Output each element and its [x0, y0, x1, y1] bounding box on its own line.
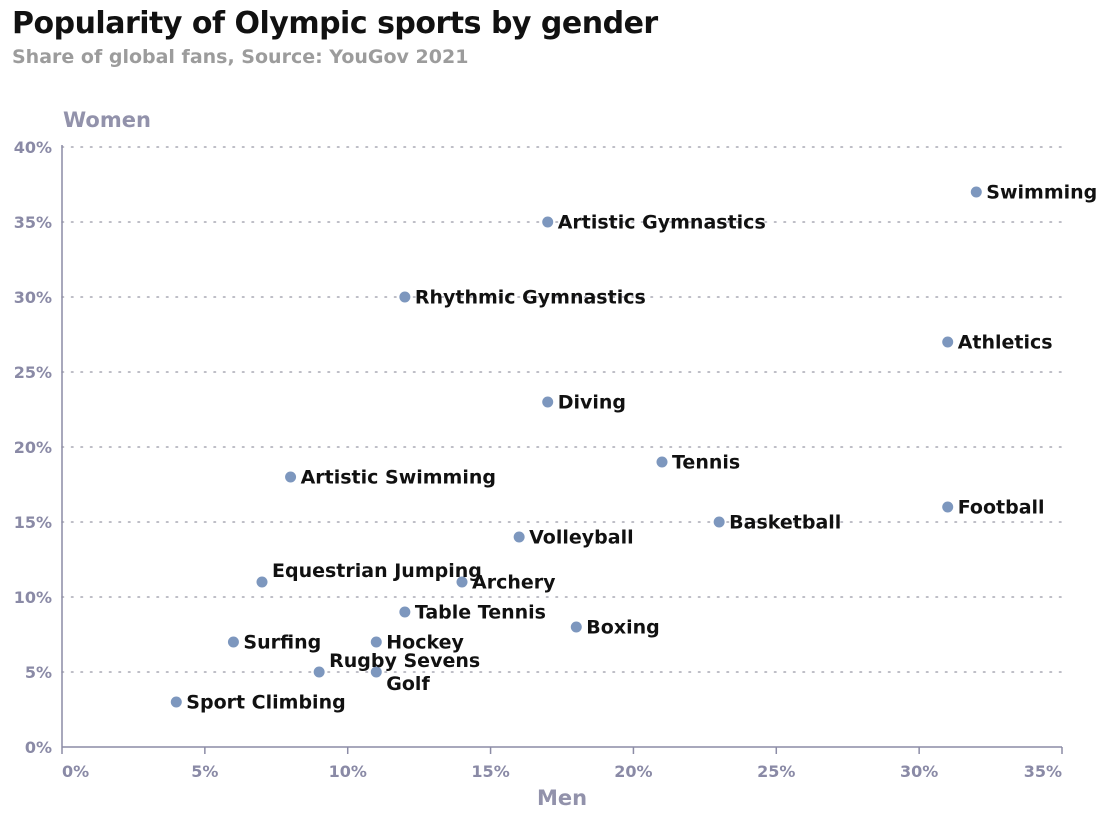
y-tick-label: 15% — [14, 513, 52, 532]
data-label: Athletics — [958, 332, 1053, 354]
data-label: Boxing — [586, 617, 659, 639]
data-point — [313, 666, 325, 678]
data-label: Equestrian Jumping — [272, 560, 482, 582]
data-point — [227, 636, 239, 648]
data-point — [970, 186, 982, 198]
axes: 0% 5% 10% 15% 20% 25% 30% 35% 40% 0% 5% 10% 15% 20% 25… — [14, 108, 1063, 810]
data-point — [942, 336, 954, 348]
data-point — [513, 531, 525, 543]
data-point — [456, 576, 468, 588]
data-point — [256, 576, 268, 588]
data-point — [399, 291, 411, 303]
y-tick-label: 35% — [14, 213, 52, 232]
data-point — [942, 501, 954, 513]
data-label: Hockey — [386, 632, 464, 654]
point-labels: Swimming Artistic Gymnastics Rhythmic Gymn… — [186, 182, 1097, 714]
y-tick-label: 5% — [25, 663, 52, 682]
data-label: Football — [958, 497, 1045, 519]
data-point — [542, 396, 554, 408]
x-tick-label: 30% — [900, 762, 938, 781]
x-tick-label: 25% — [757, 762, 795, 781]
y-tick-label: 40% — [14, 138, 52, 157]
data-point — [570, 621, 582, 633]
y-tick-label: 25% — [14, 363, 52, 382]
data-point — [285, 471, 297, 483]
data-label: Volleyball — [529, 527, 633, 549]
data-label: Swimming — [986, 182, 1097, 204]
x-tick-label: 5% — [191, 762, 218, 781]
data-point — [370, 636, 382, 648]
data-label: Diving — [558, 392, 626, 414]
data-label: Table Tennis — [415, 602, 546, 624]
data-point — [370, 666, 382, 678]
data-label: Golf — [386, 673, 430, 695]
data-points — [170, 186, 982, 708]
chart-subtitle: Share of global fans, Source: YouGov 202… — [12, 46, 469, 68]
data-label: Surfing — [243, 632, 321, 654]
data-label: Sport Climbing — [186, 692, 345, 714]
y-tick-label: 30% — [14, 288, 52, 307]
data-label: Rugby Sevens — [329, 650, 480, 672]
data-point — [399, 606, 411, 618]
data-point — [713, 516, 725, 528]
x-tick-label: 15% — [471, 762, 509, 781]
data-label: Artistic Swimming — [301, 467, 496, 489]
y-tick-label: 0% — [25, 738, 52, 757]
data-label: Tennis — [672, 452, 740, 474]
y-tick-label: 20% — [14, 438, 52, 457]
data-label: Basketball — [729, 512, 841, 534]
data-point — [542, 216, 554, 228]
x-axis-title: Men — [537, 786, 587, 810]
chart-title: Popularity of Olympic sports by gender — [12, 6, 658, 41]
x-tick-label: 10% — [329, 762, 367, 781]
x-tick-label: 20% — [614, 762, 652, 781]
y-axis-title: Women — [63, 108, 151, 132]
data-point — [170, 696, 182, 708]
data-label: Artistic Gymnastics — [558, 212, 766, 234]
y-tick-label: 10% — [14, 588, 52, 607]
data-label: Rhythmic Gymnastics — [415, 287, 646, 309]
x-tick-label: 35% — [1024, 762, 1062, 781]
data-label: Archery — [472, 572, 556, 594]
data-point — [656, 456, 668, 468]
x-tick-label: 0% — [62, 762, 89, 781]
